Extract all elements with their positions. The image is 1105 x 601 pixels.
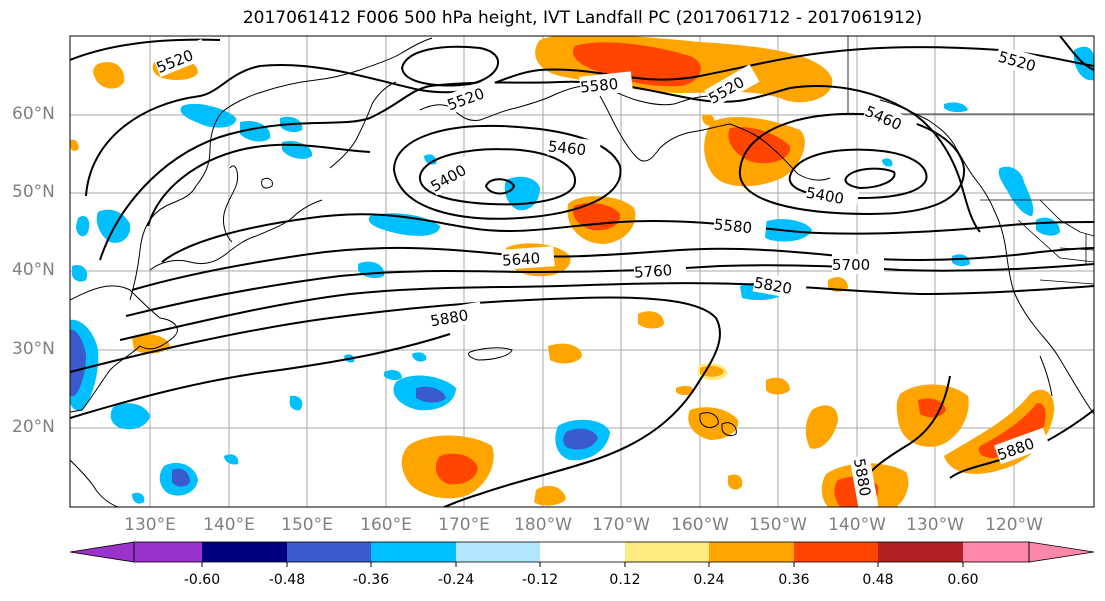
colorbar-tick-label: -0.60	[183, 572, 221, 588]
contour-label: 5700	[832, 256, 870, 274]
colorbar-min-arrow	[69, 541, 135, 563]
colorbar-tick-label: -0.36	[352, 572, 390, 588]
lon-label: 150°W	[749, 515, 807, 535]
coastlines	[70, 37, 1094, 507]
lon-label: 140°E	[203, 515, 255, 535]
lon-label: 130°E	[124, 515, 176, 535]
lon-label: 150°E	[281, 515, 333, 535]
colorbar-swatch	[371, 542, 456, 562]
colorbar-tick-label: 0.36	[778, 572, 810, 588]
colorbar-swatch	[287, 542, 372, 562]
lat-label-30n: 30°N	[12, 339, 55, 359]
colorbar-swatch	[709, 542, 794, 562]
colorbar-swatch	[202, 542, 287, 562]
map-title: 2017061412 F006 500 hPa height, IVT Land…	[242, 8, 923, 28]
colorbar-tick-label: -0.12	[521, 572, 559, 588]
lon-label: 180°W	[514, 515, 572, 535]
contour-label: 5580	[579, 75, 619, 97]
lat-label-60n: 60°N	[12, 104, 55, 124]
lon-label: 140°W	[828, 515, 886, 535]
colorbar	[69, 541, 1095, 567]
lon-label: 120°W	[985, 515, 1043, 535]
contour-label: 5580	[713, 215, 753, 237]
lon-label: 160°E	[360, 515, 412, 535]
colorbar-tick-label: 0.48	[862, 572, 894, 588]
colorbar-tick-label: -0.48	[268, 572, 306, 588]
colorbar-tick-label: 0.24	[693, 572, 725, 588]
lon-label: 160°W	[671, 515, 729, 535]
colorbar-swatch	[794, 542, 879, 562]
colorbar-swatch	[963, 542, 1029, 562]
colorbar-swatch	[625, 542, 710, 562]
colorbar-swatch	[134, 542, 219, 562]
lon-label: 130°W	[906, 515, 964, 535]
lat-label-50n: 50°N	[12, 182, 55, 202]
lon-label: 170°W	[592, 515, 650, 535]
negative-anomaly-shading	[70, 46, 1094, 504]
colorbar-tick-label: -0.24	[437, 572, 475, 588]
colorbar-tick-label: 0.60	[947, 572, 979, 588]
lat-label-20n: 20°N	[12, 417, 55, 437]
colorbar-swatch	[878, 542, 963, 562]
lat-label-40n: 40°N	[12, 260, 55, 280]
colorbar-max-arrow	[1028, 541, 1095, 563]
lon-label: 170°E	[438, 515, 490, 535]
contour-label: 5760	[634, 261, 673, 282]
contour-label: 5640	[502, 249, 541, 270]
colorbar-swatch	[540, 542, 625, 562]
contour-label: 5460	[547, 137, 587, 159]
colorbar-swatch	[456, 542, 541, 562]
colorbar-tick-label: 0.12	[609, 572, 641, 588]
map-frame	[69, 35, 1095, 508]
contour-labels: 5520 5520 5580 5520 5520 5460 5460 5400 …	[153, 38, 1050, 507]
